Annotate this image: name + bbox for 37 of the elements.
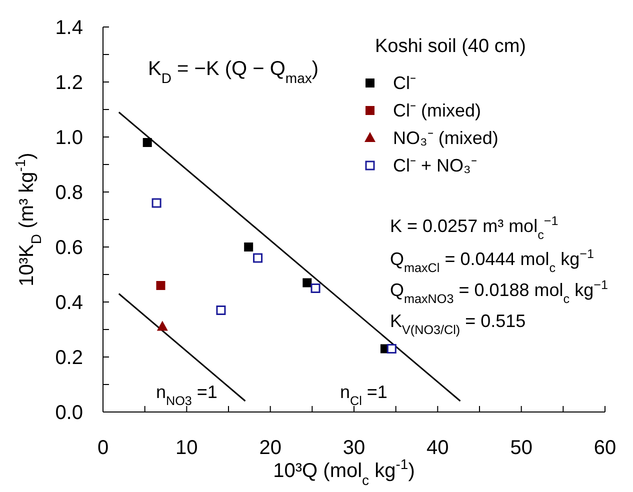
annotation: n$_{NO3}$ =1	[156, 382, 218, 408]
point	[244, 242, 254, 252]
text: 0.0	[55, 402, 83, 424]
x-tick-label: 60	[594, 437, 616, 459]
point	[253, 253, 263, 263]
legend-label: NO₃⁻ (mixed)	[393, 128, 498, 148]
y-tick-label: 0.6	[55, 237, 83, 259]
legend-title: Koshi soil (40 cm)	[375, 36, 526, 57]
point	[156, 320, 168, 331]
y-tick-label: 0.2	[55, 347, 83, 369]
legend-label: Cl⁻	[393, 73, 416, 93]
y-tick-label: 0.4	[55, 292, 83, 314]
x-tick-label: 40	[426, 437, 449, 459]
annotation: K$_{V(NO3/Cl)}$ = 0.515	[390, 311, 526, 337]
x-tick-label: 10	[176, 437, 198, 459]
x-tick-label: 50	[510, 437, 532, 459]
point	[386, 344, 396, 354]
legend-label: Cl⁻ + NO₃⁻	[393, 156, 477, 176]
y-tick-label: 1.4	[55, 17, 83, 39]
point	[156, 281, 166, 290]
y-tick-label: 1.0	[55, 127, 83, 149]
legend-label: Cl⁻ (mixed)	[393, 100, 482, 120]
x-tick-label: 0	[97, 437, 109, 459]
y-tick-label: 0.8	[55, 182, 83, 204]
y-tick-label: 1.2	[55, 72, 83, 94]
point	[152, 198, 162, 208]
annotation: Q$_{maxNO3}$ = 0.0188 mol$_{c}$ kg$^{−1}$	[390, 278, 608, 306]
x-tick-label: 20	[259, 437, 282, 459]
x-tick-label: 30	[342, 437, 366, 459]
point	[142, 138, 152, 147]
point	[216, 306, 226, 315]
annotation: K$_{D}$ = −K (Q − Q$_{max}$)	[148, 58, 319, 86]
annotation: n$_{Cl}$ =1	[340, 382, 388, 408]
x-axis-title: 10³Q (mol$_{c}$ kg$^{-1}$)	[273, 456, 415, 488]
point	[302, 278, 312, 288]
point	[310, 284, 320, 293]
annotation: Q$_{maxCl}$ = 0.0444 mol$_{c}$ kg$^{−1}$	[390, 247, 594, 275]
